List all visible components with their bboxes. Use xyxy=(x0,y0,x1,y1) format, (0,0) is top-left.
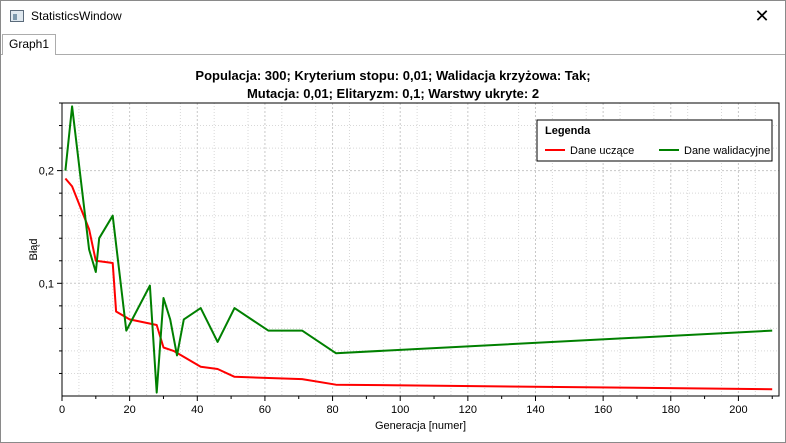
x-tick-label: 80 xyxy=(326,404,338,416)
x-tick-label: 120 xyxy=(459,404,477,416)
series-line-validation xyxy=(64,105,773,394)
legend-box xyxy=(536,119,773,162)
x-tick-label: 160 xyxy=(594,404,612,416)
legend-entry: Dane walidacyjne xyxy=(684,145,770,157)
window-title: StatisticsWindow xyxy=(31,9,122,23)
x-tick-label: 0 xyxy=(59,404,65,416)
window-app-icon xyxy=(10,10,24,22)
tab-strip: Graph1 xyxy=(1,32,785,55)
line-chart: 0 20 40 60 80 100 120 140 160 180 200 0,1 0,2 Generac… xyxy=(28,102,780,432)
x-tick-label: 140 xyxy=(526,404,544,416)
y-tick-label: 0,1 xyxy=(39,278,54,290)
close-icon: ✕ xyxy=(754,6,770,26)
title-bar[interactable]: StatisticsWindow ✕ xyxy=(1,1,785,32)
close-button[interactable]: ✕ xyxy=(739,1,785,32)
chart-area: Populacja: 300; Kryterium stopu: 0,01; W… xyxy=(1,55,785,442)
chart-title-line1: Populacja: 300; Kryterium stopu: 0,01; W… xyxy=(195,68,591,83)
x-axis-label: Generacja [numer] xyxy=(375,420,466,432)
x-tick-label: 100 xyxy=(391,404,409,416)
x-tick-label: 180 xyxy=(662,404,680,416)
y-tick-label: 0,2 xyxy=(39,166,54,178)
x-tick-label: 60 xyxy=(259,404,271,416)
plot-frame xyxy=(61,102,780,397)
tab-graph1[interactable]: Graph1 xyxy=(2,34,57,55)
chart-title-line2: Mutacja: 0,01; Elitaryzm: 0,1; Warstwy u… xyxy=(246,86,540,101)
chart-title: Populacja: 300; Kryterium stopu: 0,01; W… xyxy=(1,67,785,103)
x-tick-label: 40 xyxy=(191,404,203,416)
series-line-training xyxy=(64,177,773,391)
y-axis-label: Błąd xyxy=(28,238,40,260)
x-tick-label: 20 xyxy=(124,404,136,416)
legend-title: Legenda xyxy=(545,125,591,137)
legend-entry: Dane uczące xyxy=(570,145,634,157)
x-tick-label: 200 xyxy=(729,404,747,416)
